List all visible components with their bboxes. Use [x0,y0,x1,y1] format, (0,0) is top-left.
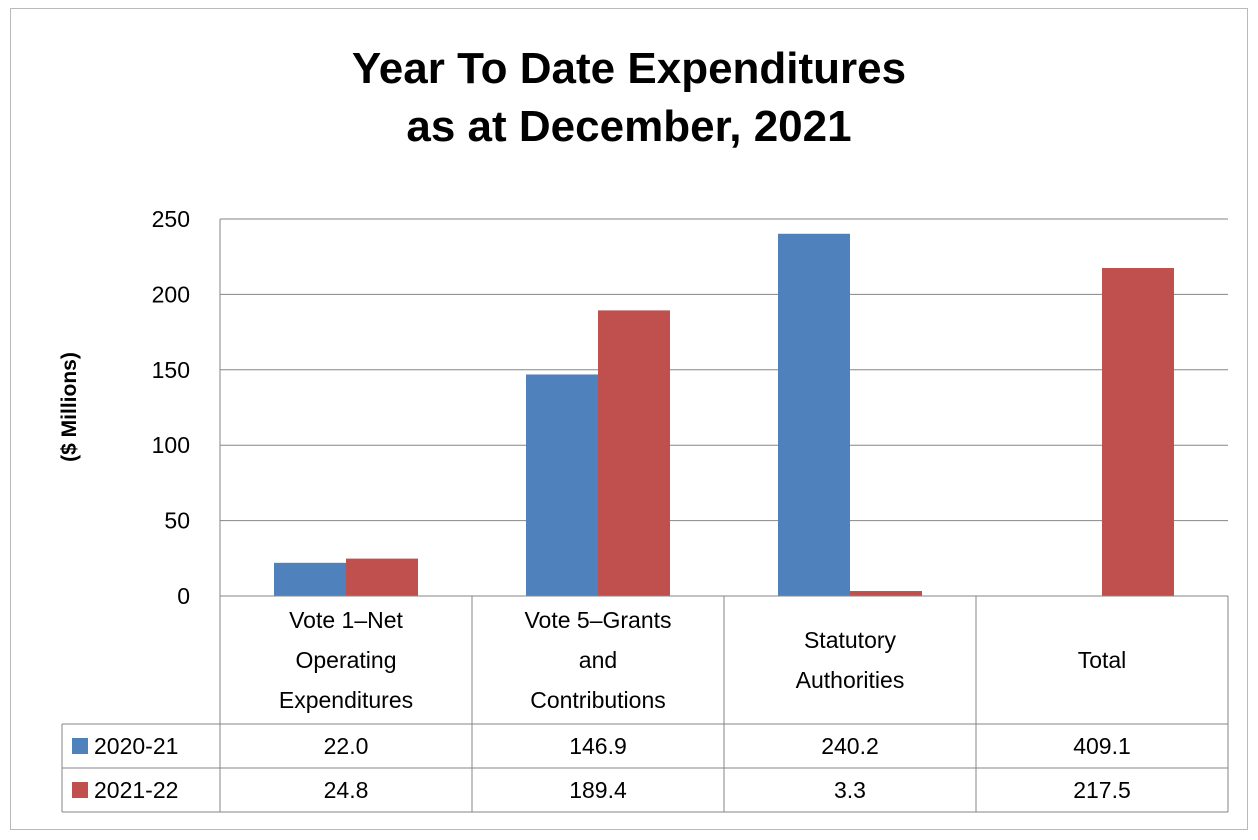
bar [526,374,598,596]
y-tick-label: 0 [177,583,190,609]
category-label-line: Statutory [803,627,897,653]
legend-swatch [72,738,88,754]
category-label: Vote 1–Net Operating Expenditures [220,597,472,723]
category-label-line: Authorities [795,667,905,693]
data-label: 217.5 [1073,776,1131,803]
bar [346,558,418,596]
y-tick-label: 50 [164,508,190,534]
category-label-line: Vote 5–Grants [524,607,672,633]
y-tick-label: 200 [152,281,190,307]
legend-entry: 2020-21 [62,724,220,768]
legend-label: 2021-22 [94,776,179,803]
bar [778,233,850,597]
data-label: 409.1 [1073,732,1131,759]
data-label: 189.4 [569,776,627,803]
y-tick-label: 250 [152,206,190,232]
bar [274,562,346,596]
category-label-line: Vote 1–Net [289,607,403,633]
y-tick-label: 100 [152,432,190,458]
legend-swatch [72,782,88,798]
category-label-line: Operating [295,647,397,673]
category-label-line: Contributions [530,687,666,713]
category-label-line: Total [1077,647,1127,673]
data-label: 3.3 [834,776,866,803]
legend-label: 2020-21 [94,732,179,759]
category-label: Statutory Authorities [724,597,976,723]
category-label: Total [976,597,1228,723]
bar [598,310,670,596]
chart-frame [10,8,1248,830]
chart-title-line-1: Year To Date Expenditures [351,44,907,93]
data-label: 240.2 [821,732,879,759]
data-label: 146.9 [569,732,627,759]
data-label: 22.0 [323,732,369,759]
chart-title-line-2: as at December, 2021 [406,102,852,151]
category-label-line: Expenditures [278,687,414,713]
data-label: 24.8 [323,776,369,803]
category-label: Vote 5–Grants and Contributions [472,597,724,723]
category-label-line: and [578,647,618,673]
legend-entry: 2021-22 [62,768,220,812]
bar [850,591,922,596]
y-tick-label: 150 [152,357,190,383]
bar [1102,268,1174,596]
chart-title: Year To Date Expenditures as at December… [0,40,1258,156]
